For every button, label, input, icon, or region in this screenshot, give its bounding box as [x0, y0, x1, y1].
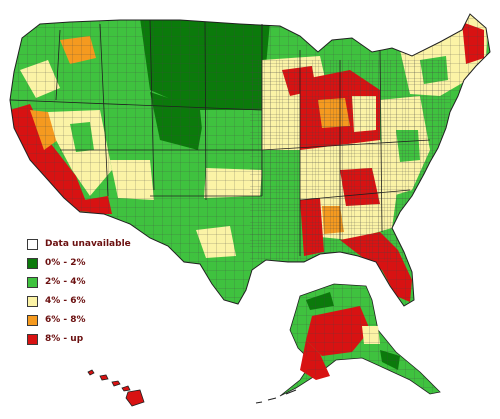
legend-label: 4% - 6% — [45, 296, 86, 306]
state-borders — [9, 19, 431, 256]
legend-label: 0% - 2% — [45, 258, 86, 268]
alaska — [255, 283, 441, 404]
legend-swatch — [27, 277, 38, 288]
legend-swatch — [27, 315, 38, 326]
legend-label: 2% - 4% — [45, 277, 86, 287]
legend-item-unavailable: Data unavailable — [27, 237, 147, 256]
legend-label: Data unavailable — [45, 239, 131, 249]
legend-item-6-8: 6% - 8% — [27, 313, 147, 332]
legend-swatch — [27, 296, 38, 307]
legend-label: 6% - 8% — [45, 315, 86, 325]
legend: Data unavailable 0% - 2% 2% - 4% 4% - 6%… — [27, 237, 147, 351]
legend-item-8-up: 8% - up — [27, 332, 147, 351]
legend-label: 8% - up — [45, 334, 84, 344]
legend-swatch — [27, 334, 38, 345]
legend-item-2-4: 2% - 4% — [27, 275, 147, 294]
legend-swatch — [27, 239, 38, 250]
legend-item-4-6: 4% - 6% — [27, 294, 147, 313]
hawaii — [87, 369, 145, 407]
legend-swatch — [27, 258, 38, 269]
legend-item-0-2: 0% - 2% — [27, 256, 147, 275]
